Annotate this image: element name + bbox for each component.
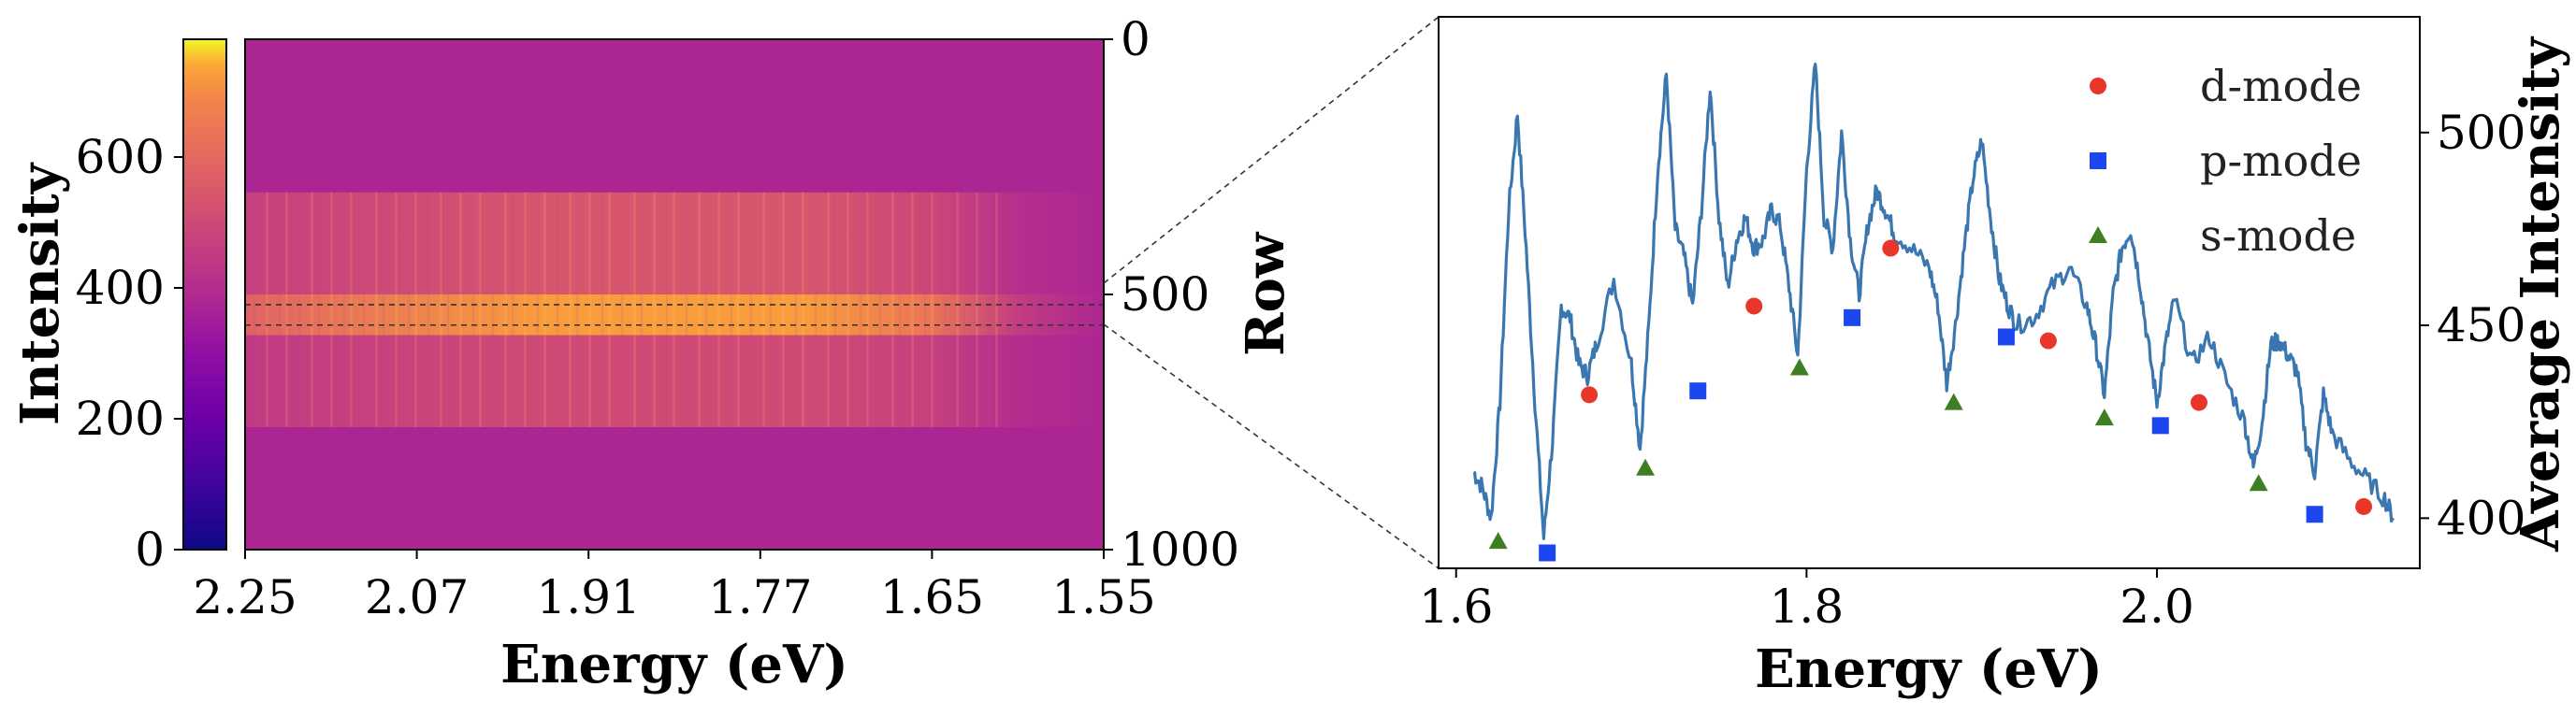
colorbar-tick-label: 400 xyxy=(76,261,165,315)
spectrum-x-tick-label: 2.0 xyxy=(2120,580,2194,634)
p-mode-marker xyxy=(2151,417,2169,435)
heatmap-x-tick-label: 1.55 xyxy=(1051,570,1155,624)
legend-d-mode-swatch xyxy=(2090,78,2106,94)
d-mode-marker xyxy=(2355,497,2373,515)
spectrum-x-label: Energy (eV) xyxy=(1755,638,2103,700)
spectrum-y-tick-label: 400 xyxy=(2437,491,2525,545)
s-mode-marker xyxy=(1789,358,1809,376)
colorbar-ticks: 0 200 400 600 xyxy=(76,130,183,577)
heatmap-y-tick-label: 1000 xyxy=(1121,523,1239,577)
spectrum-x-ticks: 1.6 1.8 2.0 xyxy=(1419,568,2194,634)
p-mode-marker xyxy=(1844,308,1861,326)
heatmap-x-tick-label: 2.25 xyxy=(193,570,297,624)
p-mode-marker xyxy=(2306,506,2323,523)
spectrum-x-tick-label: 1.8 xyxy=(1770,580,1845,634)
heatmap-x-tick-label: 1.91 xyxy=(537,570,641,624)
s-mode-marker xyxy=(1636,458,1656,476)
spectrum-y-tick-label: 500 xyxy=(2437,106,2525,160)
spectrum-y-label: Average Intensity xyxy=(2510,36,2571,552)
heatmap-y-label: Row xyxy=(1235,231,1296,356)
s-mode-marker xyxy=(2249,474,2268,492)
d-mode-marker xyxy=(1745,297,1763,315)
heatmap-band xyxy=(245,294,1104,336)
colorbar-tick-label: 600 xyxy=(76,130,165,184)
p-mode-marker xyxy=(1689,382,1707,400)
colorbar-tick-label: 200 xyxy=(76,392,165,446)
heatmap-x-tick-label: 1.77 xyxy=(708,570,812,624)
p-mode-marker xyxy=(1997,328,2015,346)
legend-s-mode-label: s-mode xyxy=(2200,210,2356,261)
mode-markers xyxy=(1488,239,2373,562)
legend-p-mode-swatch xyxy=(2090,152,2106,169)
d-mode-marker xyxy=(1882,239,1900,257)
heatmap-y-tick-label: 500 xyxy=(1121,267,1209,322)
s-mode-marker xyxy=(1944,393,1963,410)
heatmap-x-ticks: 2.25 2.07 1.91 1.77 1.65 1.55 xyxy=(193,550,1156,624)
colorbar-tick-label: 0 xyxy=(135,523,165,577)
spectrum-x-tick-label: 1.6 xyxy=(1419,580,1494,634)
d-mode-marker xyxy=(2190,394,2207,411)
legend-d-mode-label: d-mode xyxy=(2200,61,2362,111)
s-mode-marker xyxy=(1488,532,1508,550)
heatmap-x-label: Energy (eV) xyxy=(500,634,848,695)
heatmap-y-tick-label: 0 xyxy=(1121,12,1151,66)
heatmap-x-tick-label: 2.07 xyxy=(365,570,469,624)
legend: d-mode p-mode s-mode xyxy=(2089,61,2362,261)
p-mode-marker xyxy=(1539,544,1556,562)
zoom-line-bottom xyxy=(1103,323,1440,569)
heatmap-panel: 2.25 2.07 1.91 1.77 1.65 1.55 0 500 1000 Energy… xyxy=(193,12,1296,695)
heatmap-image xyxy=(245,39,1104,550)
colorbar-label: Intensity xyxy=(9,162,71,425)
spectrum-y-ticks: 400 450 500 xyxy=(2420,106,2525,545)
spectrum-line xyxy=(1472,62,2395,540)
heatmap-band xyxy=(245,335,1104,427)
spectrum-y-tick-label: 450 xyxy=(2437,298,2525,352)
spectrum-frame xyxy=(1438,16,2421,569)
colorbar: 0 200 400 600 Intensity xyxy=(9,38,227,577)
spectrum-panel: 1.6 1.8 2.0 400 450 500 Energy (eV) Average … xyxy=(1419,16,2571,700)
d-mode-marker xyxy=(2039,332,2057,350)
colorbar-gradient xyxy=(182,38,227,551)
legend-s-mode-swatch xyxy=(2089,226,2107,243)
s-mode-marker xyxy=(2094,408,2114,426)
d-mode-marker xyxy=(1581,386,1599,404)
legend-p-mode-label: p-mode xyxy=(2200,136,2362,186)
heatmap-x-tick-label: 1.65 xyxy=(880,570,984,624)
heatmap-y-ticks: 0 500 1000 xyxy=(1104,12,1239,577)
heatmap-band xyxy=(245,192,1104,294)
